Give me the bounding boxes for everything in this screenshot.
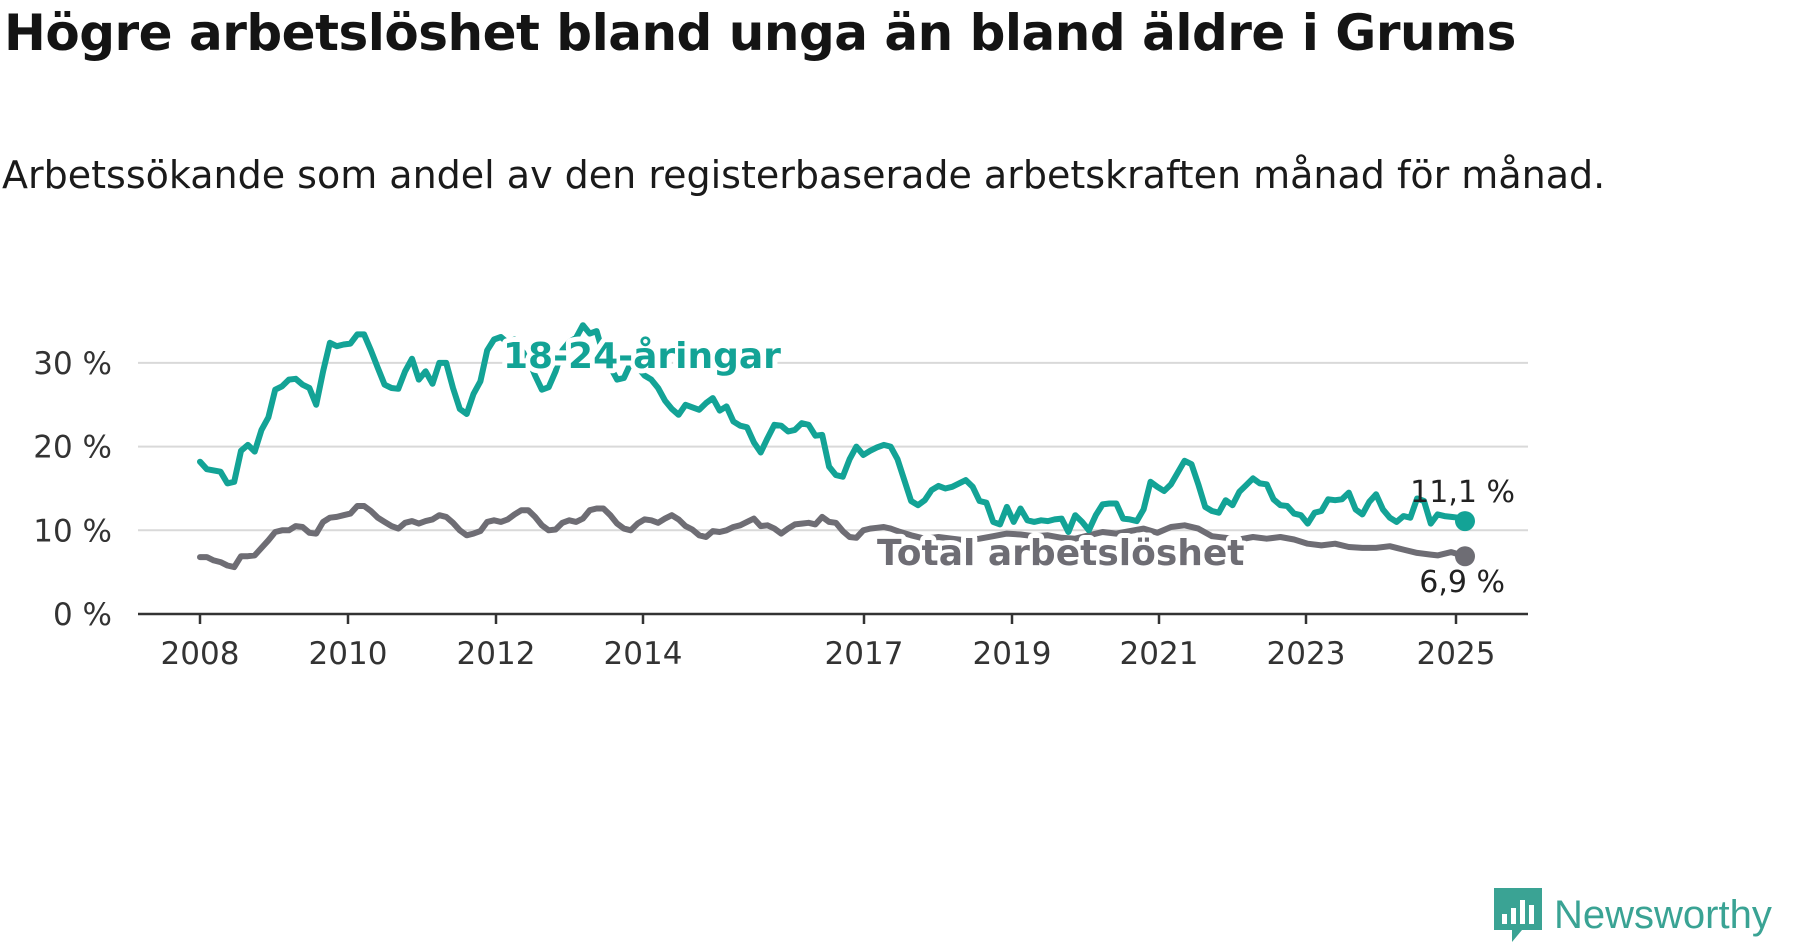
x-tick-label: 2019: [973, 636, 1052, 672]
x-tick-label: 2012: [457, 636, 536, 672]
newsworthy-logo: Newsworthy: [1492, 886, 1772, 944]
x-tick-label: 2021: [1120, 636, 1199, 672]
brand-name: Newsworthy: [1554, 892, 1772, 937]
newsworthy-bar-chart-icon: [1494, 888, 1542, 942]
series-0-end-marker: [1455, 511, 1475, 532]
series-1-end-marker: [1455, 546, 1475, 567]
series-label-youth: 18-24-åringar: [503, 336, 781, 377]
y-tick-label: 0 %: [53, 597, 112, 633]
series-0-end-label: 11,1 %: [1410, 475, 1515, 510]
x-tick-label: 2010: [309, 636, 388, 672]
gridlines: [138, 361, 1528, 532]
y-tick-label: 30 %: [33, 346, 112, 382]
x-tick-label: 2008: [161, 636, 240, 672]
chart-subtitle: Arbetssökande som andel av den registerb…: [2, 153, 1606, 197]
x-tick-label: 2023: [1267, 636, 1346, 672]
series-line-0: [197, 322, 1468, 535]
series-label-total-halo: Total arbetslöshet: [877, 533, 1245, 574]
x-tick-label: 2014: [604, 636, 683, 672]
series-label-youth-halo: 18-24-åringar: [503, 336, 781, 377]
chart-title: Högre arbetslöshet bland unga än bland ä…: [4, 4, 1516, 62]
series-line-1: [197, 503, 901, 571]
x-tick-label: 2025: [1417, 636, 1496, 672]
y-axis-tick-labels: 0 % 10 % 20 % 30 %: [33, 346, 112, 633]
y-tick-label: 20 %: [33, 430, 112, 466]
series-layer: [197, 322, 1468, 571]
series-labels: 11,1 %6,9 %18-24-åringar18-24-åringarTot…: [498, 331, 1515, 600]
series-1-end-label: 6,9 %: [1419, 565, 1505, 600]
x-axis: 2008 2010 2012 2014 2017 2019 2021 2023 2025: [138, 612, 1528, 672]
y-tick-label: 10 %: [33, 513, 112, 549]
series-label-total: Total arbetslöshet: [877, 533, 1245, 574]
x-tick-label: 2017: [825, 636, 904, 672]
series-line-1-continued: [896, 522, 1466, 560]
